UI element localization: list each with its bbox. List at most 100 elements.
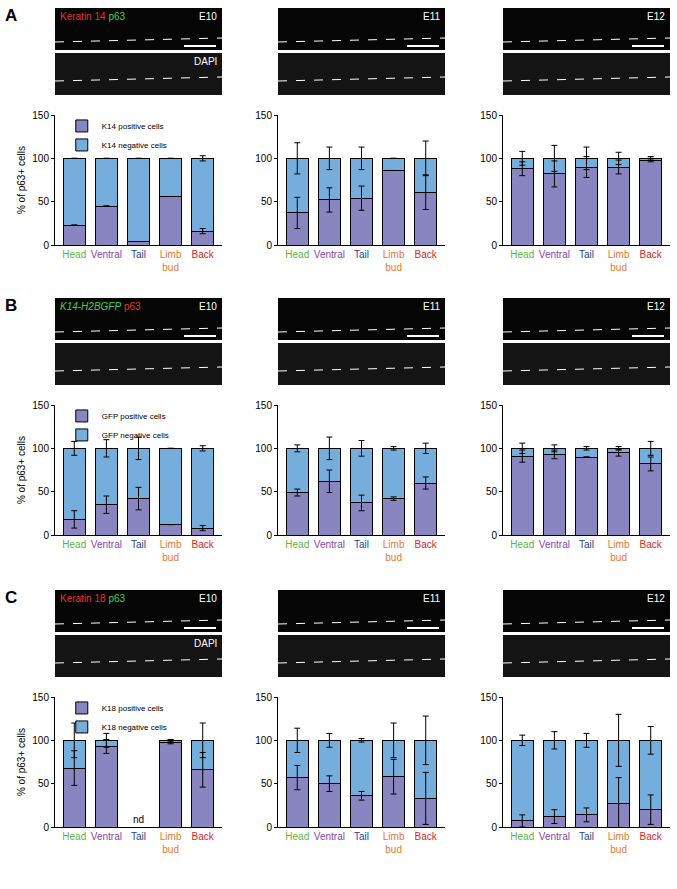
svg-text:DAPI: DAPI xyxy=(194,56,217,67)
svg-text:50: 50 xyxy=(486,196,498,207)
svg-text:0: 0 xyxy=(43,240,49,251)
svg-text:E12: E12 xyxy=(647,301,665,312)
svg-text:K18 positive cells: K18 positive cells xyxy=(102,704,164,713)
svg-text:100: 100 xyxy=(32,443,49,454)
svg-text:Back: Back xyxy=(192,249,215,260)
svg-text:Head: Head xyxy=(62,831,86,842)
svg-text:Back: Back xyxy=(640,831,663,842)
svg-text:Back: Back xyxy=(415,831,438,842)
svg-text:0: 0 xyxy=(43,822,49,833)
svg-text:Tail: Tail xyxy=(354,831,369,842)
svg-text:Ventral: Ventral xyxy=(314,249,345,260)
svg-text:150: 150 xyxy=(480,110,497,121)
svg-text:Tail: Tail xyxy=(354,249,369,260)
svg-text:Head: Head xyxy=(285,249,309,260)
svg-text:C: C xyxy=(5,588,17,607)
svg-text:Ventral: Ventral xyxy=(91,539,122,550)
svg-text:100: 100 xyxy=(255,735,272,746)
svg-text:E11: E11 xyxy=(423,11,440,22)
svg-text:100: 100 xyxy=(480,153,497,164)
svg-text:Limbbud: Limbbud xyxy=(608,539,630,563)
svg-text:Head: Head xyxy=(510,539,534,550)
svg-text:Limbbud: Limbbud xyxy=(160,539,182,563)
svg-text:Head: Head xyxy=(62,249,86,260)
svg-text:150: 150 xyxy=(32,692,49,703)
svg-text:E10: E10 xyxy=(199,301,217,312)
svg-text:100: 100 xyxy=(32,153,49,164)
svg-text:0: 0 xyxy=(491,530,497,541)
svg-text:50: 50 xyxy=(261,778,273,789)
svg-text:Limbbud: Limbbud xyxy=(608,249,630,273)
svg-text:100: 100 xyxy=(480,735,497,746)
svg-text:Head: Head xyxy=(510,249,534,260)
svg-text:Limbbud: Limbbud xyxy=(383,249,405,273)
svg-text:E10: E10 xyxy=(199,11,217,22)
svg-text:150: 150 xyxy=(480,400,497,411)
svg-text:E10: E10 xyxy=(199,593,217,604)
svg-text:0: 0 xyxy=(266,822,272,833)
svg-text:Tail: Tail xyxy=(579,249,594,260)
svg-text:E12: E12 xyxy=(647,11,665,22)
svg-text:E11: E11 xyxy=(423,593,440,604)
svg-text:150: 150 xyxy=(255,692,272,703)
svg-text:Ventral: Ventral xyxy=(91,831,122,842)
svg-text:0: 0 xyxy=(491,240,497,251)
svg-text:% of p63+ cells: % of p63+ cells xyxy=(16,728,27,796)
svg-text:50: 50 xyxy=(486,486,498,497)
svg-text:B: B xyxy=(5,296,17,315)
svg-text:150: 150 xyxy=(255,400,272,411)
svg-text:100: 100 xyxy=(480,443,497,454)
svg-text:A: A xyxy=(5,6,17,25)
svg-text:% of p63+ cells: % of p63+ cells xyxy=(16,146,27,214)
svg-text:Head: Head xyxy=(62,539,86,550)
svg-text:0: 0 xyxy=(266,240,272,251)
svg-text:100: 100 xyxy=(255,153,272,164)
svg-text:150: 150 xyxy=(480,692,497,703)
svg-text:K14 negative cells: K14 negative cells xyxy=(102,141,167,150)
svg-text:0: 0 xyxy=(491,822,497,833)
svg-text:50: 50 xyxy=(261,486,273,497)
svg-text:Limbbud: Limbbud xyxy=(608,831,630,855)
svg-text:Back: Back xyxy=(640,539,663,550)
svg-text:Back: Back xyxy=(192,539,215,550)
svg-text:K18 negative cells: K18 negative cells xyxy=(102,723,167,732)
svg-text:150: 150 xyxy=(255,110,272,121)
svg-text:Back: Back xyxy=(415,539,438,550)
svg-text:Ventral: Ventral xyxy=(539,831,570,842)
svg-text:Back: Back xyxy=(640,249,663,260)
svg-text:GFP positive cells: GFP positive cells xyxy=(102,412,166,421)
svg-text:Limbbud: Limbbud xyxy=(160,249,182,273)
svg-text:50: 50 xyxy=(38,778,50,789)
svg-text:Head: Head xyxy=(285,539,309,550)
svg-text:E11: E11 xyxy=(423,301,440,312)
svg-text:K14-H2BGFP p63: K14-H2BGFP p63 xyxy=(60,301,141,312)
svg-text:Limbbud: Limbbud xyxy=(383,539,405,563)
svg-text:Head: Head xyxy=(510,831,534,842)
svg-text:Head: Head xyxy=(285,831,309,842)
svg-text:50: 50 xyxy=(261,196,273,207)
svg-text:150: 150 xyxy=(32,110,49,121)
svg-text:0: 0 xyxy=(266,530,272,541)
svg-text:Tail: Tail xyxy=(579,539,594,550)
svg-text:Ventral: Ventral xyxy=(539,539,570,550)
svg-text:50: 50 xyxy=(38,486,50,497)
svg-text:Keratin 18 p63: Keratin 18 p63 xyxy=(60,593,125,604)
svg-text:E12: E12 xyxy=(647,593,665,604)
svg-text:Tail: Tail xyxy=(131,539,146,550)
svg-text:Tail: Tail xyxy=(354,539,369,550)
svg-text:Back: Back xyxy=(192,831,215,842)
svg-text:Limbbud: Limbbud xyxy=(160,831,182,855)
svg-text:150: 150 xyxy=(32,400,49,411)
svg-text:100: 100 xyxy=(32,735,49,746)
svg-text:100: 100 xyxy=(255,443,272,454)
svg-text:GFP negative cells: GFP negative cells xyxy=(102,431,169,440)
svg-text:Back: Back xyxy=(415,249,438,260)
svg-text:DAPI: DAPI xyxy=(194,638,217,649)
svg-text:50: 50 xyxy=(38,196,50,207)
svg-text:Ventral: Ventral xyxy=(314,539,345,550)
svg-text:Ventral: Ventral xyxy=(539,249,570,260)
svg-text:Tail: Tail xyxy=(579,831,594,842)
svg-text:Tail: Tail xyxy=(131,249,146,260)
svg-text:0: 0 xyxy=(43,530,49,541)
svg-text:nd: nd xyxy=(133,814,144,825)
